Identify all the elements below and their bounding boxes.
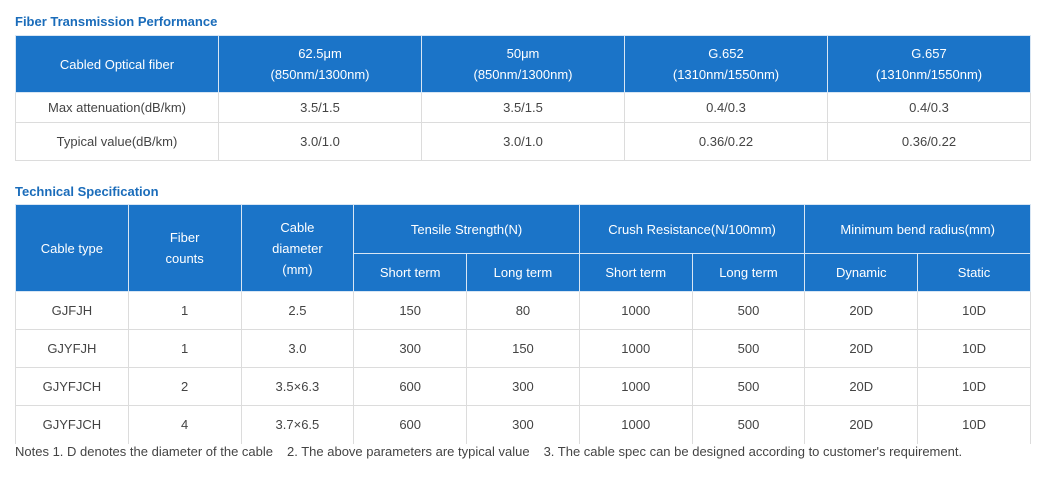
sub-header: Static: [917, 253, 1031, 292]
data-cell: 1: [127, 329, 242, 368]
data-row: GJYFJCH 2 3.5×6.3 600 300 1000 500 20D 10D: [15, 367, 1031, 406]
data-cell: 500: [691, 405, 806, 444]
data-cell: 150: [353, 291, 468, 330]
data-row: Max attenuation(dB/km) 3.5/1.5 3.5/1.5 0.4/…: [15, 92, 1031, 123]
data-cell: 3.0: [240, 329, 355, 368]
data-cell: 1000: [578, 367, 693, 406]
data-cell: 1000: [578, 329, 693, 368]
data-cell: 0.36/0.22: [624, 122, 828, 161]
section-title: Technical Specification: [15, 184, 159, 199]
notes: Notes 1. D denotes the diameter of the c…: [15, 444, 976, 459]
data-cell: 300: [353, 329, 468, 368]
sub-header: Dynamic: [804, 253, 919, 292]
cell-text: (850nm/1300nm): [270, 67, 370, 82]
data-cell: 3.0/1.0: [421, 122, 625, 161]
data-cell: GJYFJH: [15, 329, 129, 368]
data-cell: GJFJH: [15, 291, 129, 330]
cell-text: G.657: [911, 46, 947, 61]
fiber-performance-table: Cabled Optical fiber 62.5μm (850nm/1300nm)…: [15, 35, 1031, 161]
section-title: Fiber Transmission Performance: [15, 14, 218, 29]
cell-text: Cable type: [40, 240, 103, 256]
sub-header: Short term: [353, 253, 468, 292]
data-cell: 10D: [917, 291, 1031, 330]
data-row: GJFJH 1 2.5 150 80 1000 500 20D 10D: [15, 291, 1031, 330]
cell-text: Fiber: [169, 230, 200, 245]
group-header: Minimum bend radius(mm): [804, 204, 1031, 254]
note: 2. The above parameters are typical valu…: [287, 444, 530, 459]
data-cell: 1000: [578, 405, 693, 444]
data-cell: 2.5: [240, 291, 355, 330]
cell-text: (850nm/1300nm): [473, 67, 573, 82]
data-cell: 2: [127, 367, 242, 406]
header-cell: Cable diameter (mm): [240, 204, 355, 292]
sub-header: Long term: [691, 253, 806, 292]
data-cell: 0.4/0.3: [624, 92, 828, 123]
data-cell: 20D: [804, 291, 919, 330]
cell-text: 62.5μm: [298, 46, 342, 61]
data-row: Typical value(dB/km) 3.0/1.0 3.0/1.0 0.36/0…: [15, 122, 1031, 161]
data-cell: 500: [691, 329, 806, 368]
data-row: GJYFJCH 4 3.7×6.5 600 300 1000 500 20D 10D: [15, 405, 1031, 444]
data-cell: GJYFJCH: [15, 405, 129, 444]
data-cell: 20D: [804, 367, 919, 406]
note: 3. The cable spec can be designed accord…: [543, 444, 963, 459]
header-cell: G.652 (1310nm/1550nm): [624, 35, 828, 93]
data-cell: 3.5/1.5: [218, 92, 422, 123]
data-cell: 20D: [804, 329, 919, 368]
header-cell: 50μm (850nm/1300nm): [421, 35, 625, 93]
data-cell: 600: [353, 405, 468, 444]
header-row: Cabled Optical fiber 62.5μm (850nm/1300nm)…: [15, 35, 1031, 93]
cell-text: (1310nm/1550nm): [672, 67, 780, 82]
data-cell: 20D: [804, 405, 919, 444]
data-cell: 10D: [917, 329, 1031, 368]
data-cell: Typical value(dB/km): [15, 122, 219, 161]
data-cell: 0.4/0.3: [827, 92, 1031, 123]
data-cell: 300: [466, 405, 580, 444]
group-header: Crush Resistance(N/100mm): [578, 204, 806, 254]
data-cell: 600: [353, 367, 468, 406]
sub-header: Short term: [578, 253, 693, 292]
data-cell: 500: [691, 291, 806, 330]
group-header: Tensile Strength(N): [353, 204, 580, 254]
data-cell: 10D: [917, 367, 1031, 406]
data-cell: Max attenuation(dB/km): [15, 92, 219, 123]
cell-text: (1310nm/1550nm): [875, 67, 983, 82]
header-cell: Cabled Optical fiber: [15, 35, 219, 93]
data-cell: 1: [127, 291, 242, 330]
data-cell: 4: [127, 405, 242, 444]
technical-spec-table: Cable type Fiber counts Cable diameter (mm) Te…: [15, 204, 1031, 444]
note: Notes 1. D denotes the diameter of the c…: [15, 444, 273, 459]
sub-header: Long term: [466, 253, 580, 292]
header-cell: G.657 (1310nm/1550nm): [827, 35, 1031, 93]
cell-text: Cabled Optical fiber: [59, 56, 175, 72]
data-cell: 150: [466, 329, 580, 368]
header-cell: Fiber counts: [127, 204, 242, 292]
data-cell: GJYFJCH: [15, 367, 129, 406]
data-cell: 80: [466, 291, 580, 330]
header-row: Short term Long term Short term Long term Dy…: [16, 253, 1031, 292]
cell-text: (mm): [282, 261, 313, 277]
data-row: GJYFJH 1 3.0 300 150 1000 500 20D 10D: [15, 329, 1031, 368]
data-cell: 3.5×6.3: [240, 367, 355, 406]
data-cell: 3.0/1.0: [218, 122, 422, 161]
data-cell: 3.7×6.5: [240, 405, 355, 444]
cell-text: Cable: [280, 219, 315, 235]
data-cell: 300: [466, 367, 580, 406]
cell-text: G.652: [708, 46, 744, 61]
data-cell: 500: [691, 367, 806, 406]
header-row: Cable type Fiber counts Cable diameter (mm) Te…: [15, 204, 1031, 292]
cell-text: counts: [165, 251, 204, 266]
header-cell: 62.5μm (850nm/1300nm): [218, 35, 422, 93]
data-cell: 10D: [917, 405, 1031, 444]
data-cell: 3.5/1.5: [421, 92, 625, 123]
data-cell: 0.36/0.22: [827, 122, 1031, 161]
cell-text: diameter: [272, 240, 323, 256]
header-cell: Cable type: [15, 204, 129, 292]
cell-text: 50μm: [506, 46, 540, 61]
data-cell: 1000: [578, 291, 693, 330]
